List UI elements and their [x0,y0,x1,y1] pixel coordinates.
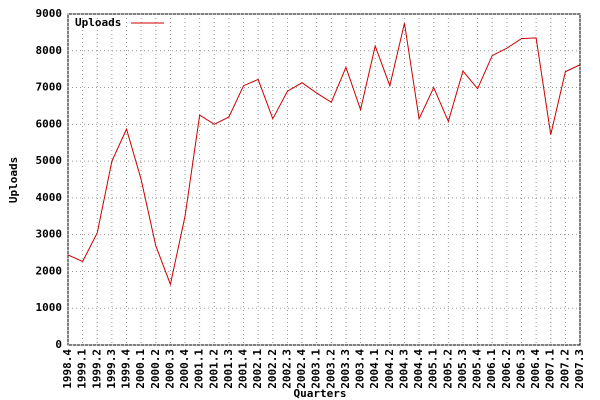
x-tick-label: 2005.1 [427,349,440,389]
y-tick-label: 8000 [36,44,63,57]
x-tick-label: 2006.2 [500,349,513,389]
legend-label: Uploads [75,16,121,29]
y-tick-label: 4000 [36,191,63,204]
x-tick-label: 1999.2 [90,349,103,389]
x-tick-label: 2000.2 [149,349,162,389]
y-tick-label: 3000 [36,228,63,241]
y-tick-label: 2000 [36,264,63,277]
x-tick-label: 2007.3 [573,349,586,389]
x-tick-label: 2005.3 [456,349,469,389]
y-tick-label: 1000 [36,301,63,314]
x-tick-label: 2005.4 [471,349,484,389]
x-tick-label: 1999.1 [76,349,89,389]
y-tick-label: 5000 [36,154,63,167]
x-tick-label: 2004.3 [397,349,410,389]
x-tick-label: 2003.2 [324,349,337,389]
x-tick-label: 2006.3 [514,349,527,389]
data-line [67,23,581,287]
x-tick-label: 2007.1 [544,349,557,389]
x-tick-label: 2005.2 [441,349,454,389]
x-tick-label: 2001.3 [222,349,235,389]
y-tick-label: 6000 [36,117,63,130]
x-tick-label: 2004.2 [383,349,396,389]
x-axis-title: Quarters [294,387,347,400]
y-axis-title: Uploads [7,157,20,203]
x-tick-label: 2002.4 [295,349,308,389]
y-tick-label: 9000 [36,7,63,20]
x-tick-label: 2003.4 [354,349,367,389]
x-tick-label: 1999.3 [105,349,118,389]
x-tick-label: 2000.4 [178,349,191,389]
x-tick-label: 2000.3 [163,349,176,389]
y-tick-label: 0 [55,338,62,351]
x-tick-label: 2002.2 [266,349,279,389]
x-tick-label: 2006.4 [529,349,542,389]
x-tick-label: 1999.4 [120,349,133,389]
x-tick-label: 2001.1 [193,349,206,389]
x-tick-label: 2002.3 [280,349,293,389]
x-tick-label: 2003.1 [310,349,323,389]
x-tick-label: 2001.4 [237,349,250,389]
x-tick-label: 1998.4 [61,349,74,389]
x-tick-label: 2000.1 [134,349,147,389]
x-tick-label: 2003.3 [339,349,352,389]
x-tick-label: 2004.1 [368,349,381,389]
x-tick-label: 2007.2 [558,349,571,389]
x-tick-label: 2006.1 [485,349,498,389]
plot-frame [67,13,581,346]
y-tick-label: 7000 [36,81,63,94]
x-tick-label: 2002.1 [251,349,264,389]
x-tick-label: 2004.4 [412,349,425,389]
x-tick-label: 2001.2 [207,349,220,389]
